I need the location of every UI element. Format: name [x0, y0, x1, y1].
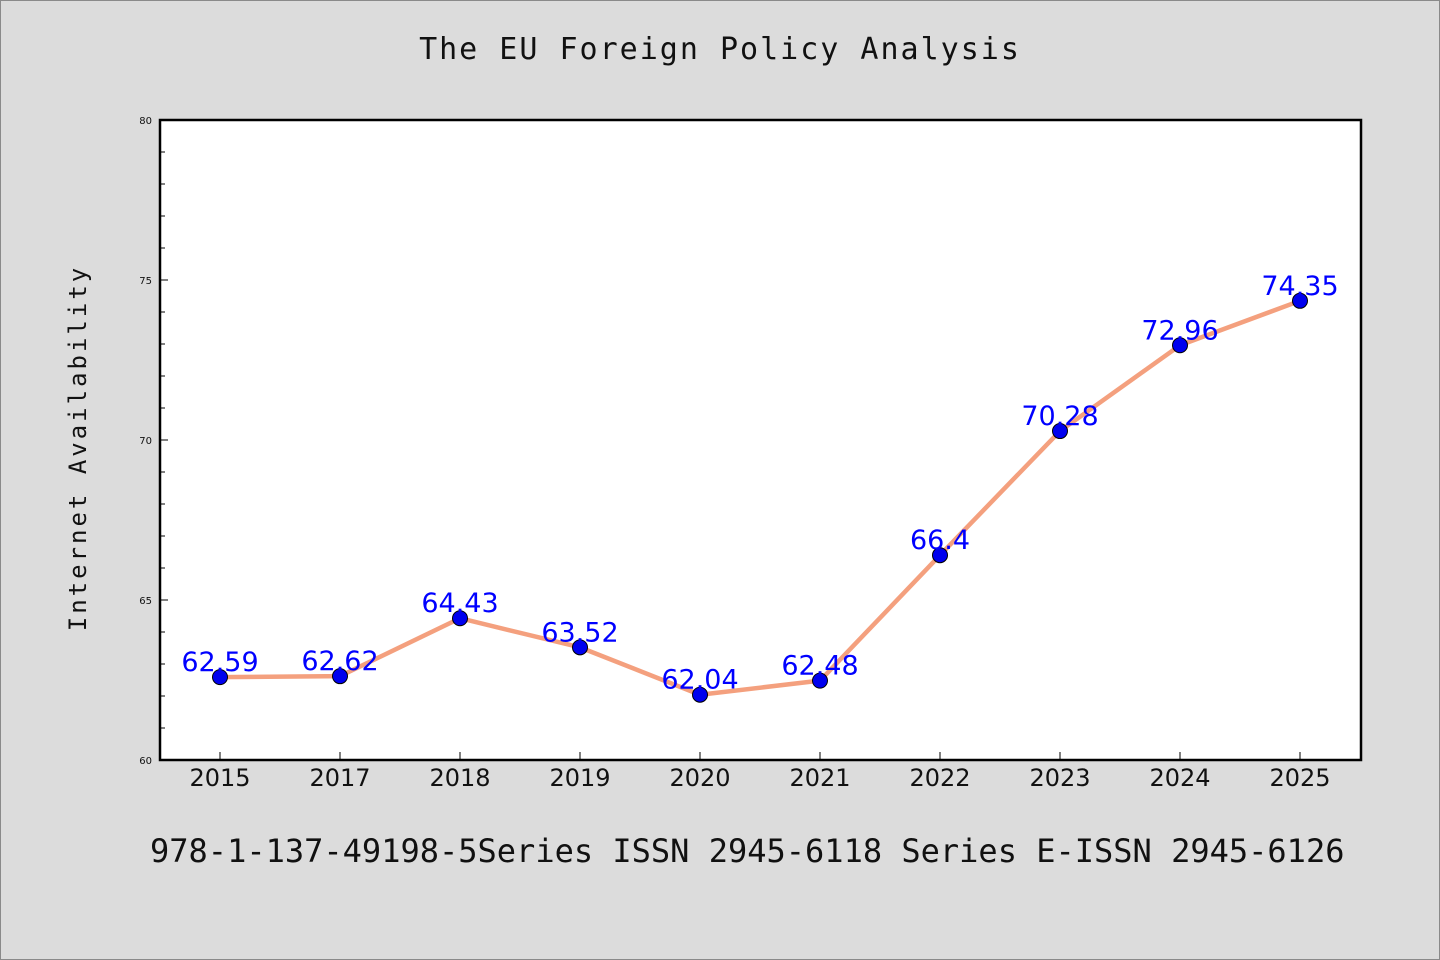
data-label: 64.43 [421, 588, 498, 619]
x-tick-label: 2024 [1149, 764, 1210, 792]
data-point [1172, 337, 1188, 354]
data-label: 66.4 [910, 525, 970, 556]
plot-area [158, 118, 1363, 762]
x-tick-label: 2017 [309, 764, 370, 792]
data-label: 62.62 [301, 646, 378, 677]
data-point [1052, 423, 1068, 440]
data-point [452, 610, 468, 627]
y-tick-label: 80 [139, 116, 152, 127]
data-point [212, 669, 228, 686]
data-point [692, 686, 708, 703]
data-point [572, 639, 588, 656]
x-tick-label: 2018 [429, 764, 490, 792]
data-point [812, 672, 828, 689]
y-tick-label: 65 [139, 596, 152, 607]
x-tick-label: 2022 [909, 764, 970, 792]
x-tick-label: 2023 [1029, 764, 1090, 792]
data-label: 63.52 [541, 617, 618, 648]
data-label: 62.04 [661, 665, 738, 696]
chart-title: The EU Foreign Policy Analysis [419, 32, 1021, 67]
footer-text: 978-1-137-49198-5Series ISSN 2945-6118 S… [150, 832, 1345, 870]
data-label: 62.59 [181, 647, 258, 678]
series-line [217, 298, 1303, 697]
data-label: 62.48 [781, 651, 858, 682]
x-tick-label: 2019 [549, 764, 610, 792]
data-point [332, 668, 348, 685]
data-label: 70.28 [1021, 401, 1098, 432]
y-tick-label: 75 [139, 276, 152, 287]
x-tick-label: 2015 [189, 764, 250, 792]
data-label: 74.35 [1261, 271, 1338, 302]
x-tick-label: 2020 [669, 764, 730, 792]
data-point [1292, 292, 1308, 309]
x-tick-label: 2025 [1269, 764, 1330, 792]
data-point [932, 547, 948, 564]
y-tick-label: 70 [139, 436, 152, 447]
x-tick-label: 2021 [789, 764, 850, 792]
y-tick-label: 60 [139, 756, 152, 767]
data-label: 72.96 [1141, 315, 1218, 346]
